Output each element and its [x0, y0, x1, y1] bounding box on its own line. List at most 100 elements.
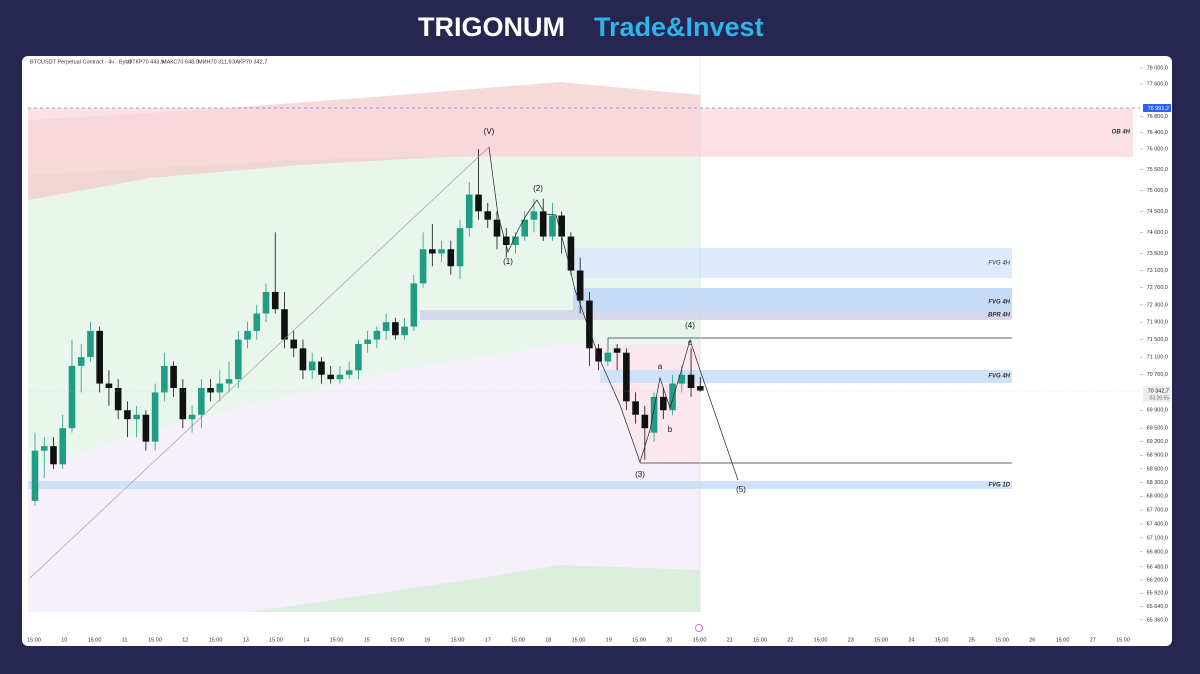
- x-tick-label: 15:00: [390, 637, 404, 643]
- candle-body: [299, 348, 307, 371]
- zone-label: FVG 4H: [988, 374, 1010, 380]
- wave-label: b: [668, 425, 673, 434]
- zone-fvg: [28, 481, 1012, 489]
- candle-body: [558, 215, 565, 237]
- y-tick-label: 68 600,0: [1147, 466, 1168, 472]
- candle-body: [216, 383, 224, 393]
- y-tick-label: 69 500,0: [1147, 426, 1168, 432]
- candle-body: [502, 236, 510, 246]
- candle-body: [623, 352, 630, 402]
- x-tick-label: 26: [1029, 637, 1035, 643]
- candle-body: [198, 387, 205, 415]
- y-tick-label: 67 400,0: [1147, 521, 1168, 527]
- y-tick-label: 76 000,0: [1147, 147, 1168, 153]
- price-tag-label: 76 991,2: [1148, 106, 1169, 112]
- wave-path: [488, 146, 739, 481]
- candle-body: [96, 330, 103, 384]
- candle-body: [429, 249, 436, 254]
- candle-body: [604, 352, 612, 362]
- candle-body: [114, 387, 122, 411]
- zone-bpr: [420, 310, 1012, 320]
- x-tick-label: 15:00: [209, 637, 223, 643]
- candle-body: [77, 357, 85, 366]
- x-tick-label: 21: [727, 637, 733, 643]
- x-tick-label: 15:00: [88, 637, 102, 643]
- candle-body: [281, 309, 288, 340]
- x-tick-label: 12: [182, 637, 188, 643]
- zone-label: FVG 4H: [988, 261, 1010, 267]
- time-axis: 15:00 10 15:00 11 15:00 12 15:00 13 15:00 14 15:00…: [27, 637, 1130, 643]
- x-tick-label: 23: [848, 637, 854, 643]
- x-tick-label: 16: [424, 637, 430, 643]
- countdown: 03:26:55: [1150, 395, 1170, 401]
- candle-body: [484, 211, 492, 220]
- y-tick-label: 67 100,0: [1147, 535, 1168, 541]
- x-tick-label: 15:00: [632, 637, 646, 643]
- event-icon: [695, 624, 703, 632]
- x-tick-label: 15:00: [995, 637, 1009, 643]
- x-tick-label: 15:00: [1056, 637, 1070, 643]
- candle-body: [669, 383, 676, 411]
- candle-body: [68, 365, 76, 429]
- candle-body: [179, 387, 187, 420]
- y-tick-label: 65 920,0: [1147, 591, 1168, 597]
- x-tick-label: 25: [969, 637, 975, 643]
- x-tick-label: 15:00: [753, 637, 767, 643]
- candle-body: [678, 374, 686, 384]
- x-tick-label: 15:00: [935, 637, 949, 643]
- x-tick-label: 15:00: [27, 637, 41, 643]
- y-tick-label: 73 500,0: [1147, 251, 1168, 257]
- candle-body: [613, 348, 621, 353]
- x-tick-label: 17: [485, 637, 491, 643]
- y-tick-label: 73 100,0: [1147, 268, 1168, 274]
- y-tick-label: 69 200,0: [1147, 439, 1168, 445]
- x-tick-label: 15:00: [330, 637, 344, 643]
- candle-body: [549, 215, 556, 237]
- y-tick-label: 68 300,0: [1147, 480, 1168, 486]
- y-tick-label: 68 000,0: [1147, 494, 1168, 500]
- upper-region: [28, 155, 700, 470]
- y-tick-label: 71 900,0: [1147, 320, 1168, 326]
- y-tick-label: 67 700,0: [1147, 508, 1168, 514]
- candle-body: [521, 219, 529, 237]
- candle-body: [595, 348, 602, 362]
- zone-label: BPR 4H: [988, 313, 1011, 319]
- ohlc: ЗАКР70 342,7: [232, 59, 267, 65]
- y-tick-label: 74 000,0: [1147, 230, 1168, 236]
- x-tick-label: 15: [364, 637, 370, 643]
- y-tick-label: 65 360,0: [1147, 617, 1168, 623]
- zone-fvg: [573, 288, 1012, 310]
- y-tick-label: 65 640,0: [1147, 604, 1168, 610]
- ohlc: МАКС70 648,0: [162, 59, 199, 65]
- x-tick-label: 18: [545, 637, 551, 643]
- candle-body: [660, 396, 667, 411]
- x-tick-label: 20: [666, 637, 672, 643]
- candle-body: [188, 414, 196, 420]
- candle-body: [355, 343, 362, 371]
- y-tick-label: 70 700,0: [1147, 372, 1168, 378]
- candle-body: [244, 330, 251, 340]
- candle-body: [641, 414, 649, 429]
- y-tick-label: 66 200,0: [1147, 577, 1168, 583]
- x-tick-label: 15:00: [814, 637, 828, 643]
- candle-body: [308, 361, 316, 371]
- wave-label: c: [688, 338, 692, 347]
- candle-body: [124, 410, 131, 420]
- y-tick-label: 75 000,0: [1147, 188, 1168, 194]
- candle-body: [336, 374, 344, 380]
- candle-body: [465, 194, 473, 229]
- x-tick-label: 15:00: [693, 637, 707, 643]
- price-tag: [1143, 386, 1171, 402]
- candle-body: [87, 330, 94, 358]
- x-tick-label: 15:00: [511, 637, 525, 643]
- x-tick-label: 19: [606, 637, 612, 643]
- product: Trade&Invest: [594, 12, 764, 42]
- candle-body: [410, 283, 418, 327]
- wave-label: (5): [736, 485, 746, 494]
- x-tick-label: 15:00: [1116, 637, 1130, 643]
- candle-body: [438, 249, 445, 254]
- candle-body: [364, 339, 371, 344]
- lower-band: [250, 565, 700, 612]
- y-tick-label: 76 800,0: [1147, 114, 1168, 120]
- candles: [31, 149, 704, 506]
